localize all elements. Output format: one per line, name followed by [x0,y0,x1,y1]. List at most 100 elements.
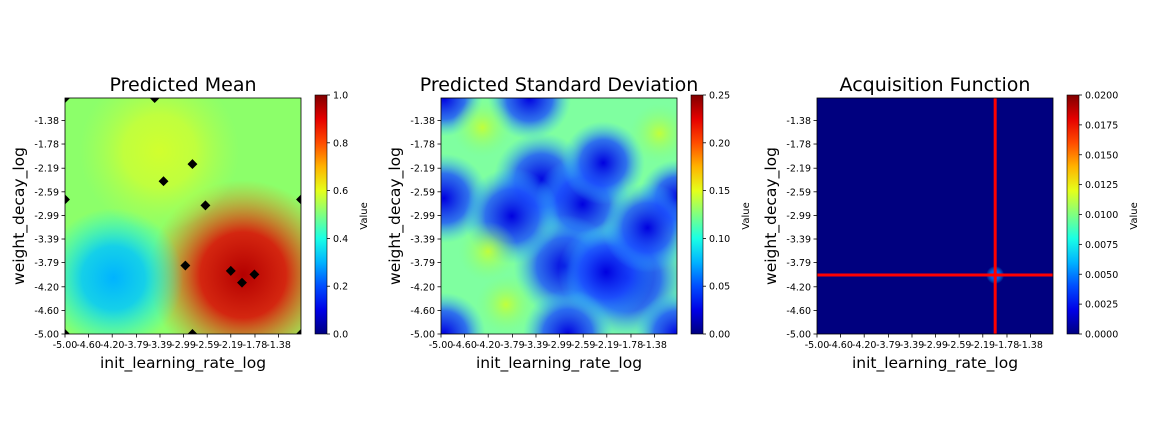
y-tick-label: -3.79 [786,258,811,269]
y-axis: -5.00 -4.60 -4.20 -3.79 -3.39 -2.99 -2.59 -2.19… [34,116,65,341]
colorbar-tick-label: 0.0150 [1085,150,1118,161]
y-tick-label: -4.60 [786,306,811,317]
surface-blob [523,289,613,334]
panel-title: Predicted Standard Deviation [420,74,699,96]
panel-predicted-mean: Predicted Mean -5.00 -4.60 -4.20 -3.79 -3.39… [10,74,370,373]
y-axis: -5.00 -4.60 -4.20 -3.79 -3.39 -2.99 -2.59 -2.19… [410,116,441,341]
y-tick-label: -5.00 [34,330,59,341]
x-tick-label: -2.19 [218,340,243,351]
x-tick-label: -4.20 [100,340,125,351]
y-tick-label: -3.79 [410,258,435,269]
x-axis-label: init_learning_rate_log [852,354,1018,373]
y-tick-label: -2.99 [786,211,811,222]
y-tick-label: -1.38 [410,116,435,127]
y-tick-label: -2.99 [34,211,59,222]
colorbar-tick-label: 0.0075 [1085,240,1118,251]
colorbar-label: Value [741,202,752,229]
colorbar: 0.0000 0.0025 0.0050 0.0075 0.0100 0.0125 0.01… [1066,91,1118,341]
x-tick-label: -3.39 [524,340,549,351]
colorbar-tick-label: 0.00 [709,330,730,341]
colorbar-tick-label: 0.0000 [1085,330,1118,341]
colorbar-tick-label: 0.0200 [1085,91,1118,102]
y-tick-label: -3.39 [34,235,59,246]
panel-acquisition-function: Acquisition Function -5.00 -4.60 -4.20 -3.7… [762,74,1140,373]
x-tick-label: -5.00 [429,340,454,351]
colorbar-gradient [314,94,328,335]
crosshair [817,98,1053,334]
y-axis: -5.00 -4.60 -4.20 -3.79 -3.39 -2.99 -2.59 -2.19… [786,116,817,341]
colorbar: 0.00 0.05 0.10 0.15 0.20 0.25 [690,91,730,341]
x-tick-label: -2.99 [923,340,948,351]
observed-point [158,176,169,187]
colorbar-tick-label: 0.10 [709,234,730,245]
x-tick-label: -5.00 [53,340,78,351]
colorbar-tick-label: 0.2 [333,282,348,293]
colorbar: 0.0 0.2 0.4 0.6 0.8 1.0 [314,91,348,341]
colorbar-tick-label: 0.0175 [1085,120,1118,131]
y-tick-label: -4.60 [410,306,435,317]
plot-frame [440,97,678,335]
x-tick-label: -1.78 [243,340,268,351]
y-tick-label: -3.39 [410,235,435,246]
surface-blob [452,98,513,158]
y-tick-label: -3.79 [34,258,59,269]
x-axis: -5.00 -4.60 -4.20 -3.79 -3.39 -2.99 -2.59 -2.19… [53,334,291,351]
y-tick-label: -5.00 [410,330,435,341]
y-tick-label: -2.99 [410,211,435,222]
x-tick-label: -3.79 [500,340,525,351]
y-tick-label: -1.38 [786,116,811,127]
heatmap-surface [65,98,301,334]
x-tick-label: -2.19 [970,340,995,351]
x-tick-label: -1.38 [266,340,291,351]
x-tick-label: -4.20 [852,340,877,351]
observed-point [187,329,198,334]
colorbar-gradient [1066,94,1080,335]
colorbar-tick-label: 0.6 [333,186,348,197]
x-axis-label: init_learning_rate_log [476,354,642,373]
x-tick-label: -2.99 [547,340,572,351]
observed-point [200,200,211,211]
x-tick-label: -1.78 [995,340,1020,351]
colorbar-label: Value [1129,202,1140,229]
observed-point [237,277,247,288]
x-axis: -5.00 -4.60 -4.20 -3.79 -3.39 -2.99 -2.59 -2.19… [805,334,1043,351]
x-tick-label: -5.00 [805,340,830,351]
y-tick-label: -4.60 [34,306,59,317]
x-tick-label: -1.38 [642,340,667,351]
y-axis-label: weight_decay_log [10,147,29,285]
surface-blob [561,121,645,205]
colorbar-tick-label: 0.0100 [1085,210,1118,221]
colorbar-tick-label: 0.05 [709,282,730,293]
plot-area [65,98,301,334]
x-tick-label: -2.99 [171,340,196,351]
surface-blob [79,98,240,232]
y-tick-label: -1.78 [34,140,59,151]
x-tick-label: -1.38 [1018,340,1043,351]
heatmap-surface [441,98,677,334]
panel-predicted-std: Predicted Standard Deviation -5.00 -4.60 -… [386,74,752,373]
x-tick-label: -3.39 [900,340,925,351]
colorbar-label: Value [359,202,370,229]
colorbar-tick-label: 0.0 [333,330,348,341]
observed-point [180,260,191,271]
x-axis-label: init_learning_rate_log [100,354,266,373]
y-tick-label: -2.19 [34,164,59,175]
plot-frame [816,97,1054,335]
y-tick-label: -4.20 [410,282,435,293]
y-tick-label: -2.59 [786,187,811,198]
y-tick-label: -2.59 [34,187,59,198]
y-tick-label: -4.20 [34,282,59,293]
y-tick-label: -2.19 [786,164,811,175]
y-tick-label: -2.59 [410,187,435,198]
surface-blob [441,292,486,334]
colorbar-tick-label: 0.8 [333,138,348,149]
x-tick-label: -3.79 [124,340,149,351]
y-tick-label: -5.00 [786,330,811,341]
y-tick-label: -4.20 [786,282,811,293]
colorbar-tick-label: 0.25 [709,91,730,102]
y-tick-label: -1.38 [34,116,59,127]
surface-blob [629,103,677,164]
x-tick-label: -2.59 [195,340,220,351]
observed-point [249,269,260,280]
